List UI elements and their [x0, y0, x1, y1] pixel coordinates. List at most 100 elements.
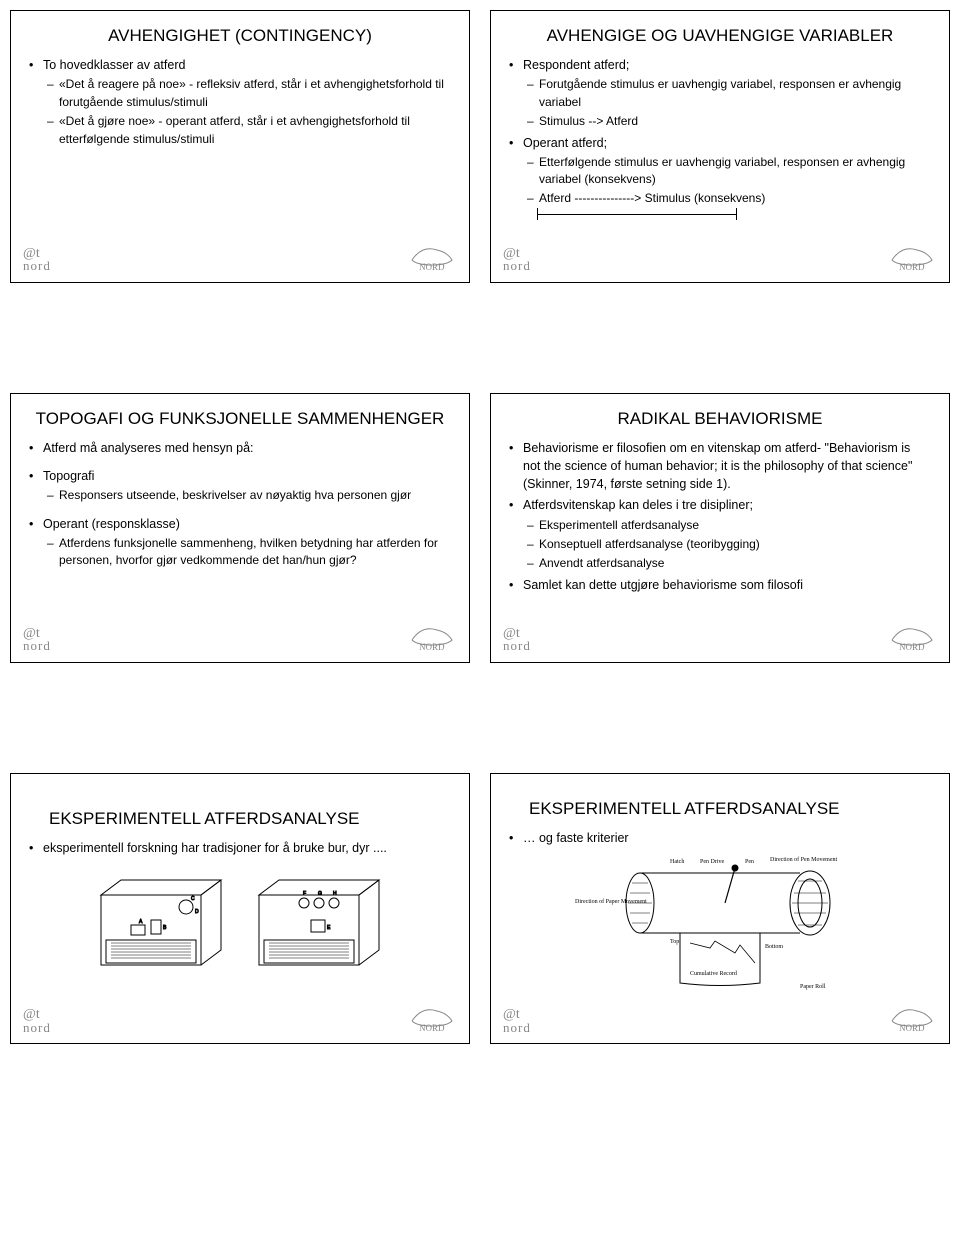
- sub-bullet: Atferdens funksjonelle sammenheng, hvilk…: [43, 535, 451, 570]
- bullet-list: … og faste kriterier: [509, 829, 931, 847]
- bullet: Respondent atferd; Forutgående stimulus …: [509, 56, 931, 130]
- bullet: Topografi Responsers utseende, beskrivel…: [29, 467, 451, 505]
- logo-right-icon: NORD: [887, 1001, 937, 1033]
- bullet-text: Operant atferd;: [523, 136, 607, 150]
- slide-3: TOPOGAFI OG FUNKSJONELLE SAMMENHENGER At…: [10, 393, 470, 663]
- sub-bullet: Forutgående stimulus er uavhengig variab…: [523, 76, 931, 111]
- svg-text:NORD: NORD: [899, 1023, 925, 1033]
- sub-list: «Det å reagere på noe» - refleksiv atfer…: [43, 76, 451, 148]
- sub-list: Responsers utseende, beskrivelser av nøy…: [43, 487, 451, 504]
- arrow-tick: [537, 208, 538, 220]
- svg-text:NORD: NORD: [899, 642, 925, 652]
- slide-title: RADIKAL BEHAVIORISME: [509, 408, 931, 429]
- bullet-text: Operant (responsklasse): [43, 517, 180, 531]
- bullet: Operant (responsklasse) Atferdens funksj…: [29, 515, 451, 570]
- svg-text:C: C: [191, 896, 195, 902]
- svg-text:NORD: NORD: [419, 262, 445, 272]
- bullet-list: Atferd må analyseres med hensyn på:: [29, 439, 451, 457]
- logo-left: @t nord: [503, 628, 531, 652]
- logo-left: @t nord: [23, 248, 51, 272]
- logo-right-icon: NORD: [407, 240, 457, 272]
- label-dir-paper: Direction of Paper Movement: [575, 898, 647, 905]
- slide-6: EKSPERIMENTELL ATFERDSANALYSE … og faste…: [490, 773, 950, 1044]
- bullet-list: To hovedklasser av atferd «Det å reagere…: [29, 56, 451, 148]
- sub-list: Forutgående stimulus er uavhengig variab…: [523, 76, 931, 130]
- svg-text:F: F: [303, 891, 306, 897]
- logo-left: @t nord: [23, 1009, 51, 1033]
- label-pen: Pen: [745, 859, 754, 865]
- label-top: Top: [670, 939, 679, 945]
- sub-bullet: Atferd ---------------> Stimulus (konsek…: [523, 190, 931, 207]
- feedback-arrow: [527, 214, 747, 232]
- sub-bullet: «Det å reagere på noe» - refleksiv atfer…: [43, 76, 451, 111]
- bullet-list: Operant (responsklasse) Atferdens funksj…: [29, 515, 451, 570]
- bullet: … og faste kriterier: [509, 829, 931, 847]
- bullet-list: eksperimentell forskning har tradisjoner…: [29, 839, 451, 857]
- label-hatch: Hatch: [670, 859, 684, 865]
- slide-5: EKSPERIMENTELL ATFERDSANALYSE eksperimen…: [10, 773, 470, 1044]
- svg-text:NORD: NORD: [899, 262, 925, 272]
- sub-list: Etterfølgende stimulus er uavhengig vari…: [523, 154, 931, 208]
- svg-text:G: G: [318, 891, 322, 897]
- label-paper-roll: Paper Roll: [800, 984, 826, 990]
- logo-bottom: nord: [23, 260, 51, 272]
- logo-bottom: nord: [503, 640, 531, 652]
- logo-left: @t nord: [503, 248, 531, 272]
- logo-left: @t nord: [503, 1009, 531, 1033]
- sub-list: Atferdens funksjonelle sammenheng, hvilk…: [43, 535, 451, 570]
- slide-title: AVHENGIGE OG UAVHENGIGE VARIABLER: [509, 25, 931, 46]
- bullet-text: Respondent atferd;: [523, 58, 629, 72]
- bullet-text: Atferdsvitenskap kan deles i tre disipli…: [523, 498, 753, 512]
- slide-title: EKSPERIMENTELL ATFERDSANALYSE: [529, 798, 931, 819]
- slide-title: AVHENGIGHET (CONTINGENCY): [29, 25, 451, 46]
- recorder-diagram: Hatch Pen Drive Pen Direction of Pen Mov…: [509, 853, 931, 993]
- logo-left: @t nord: [23, 628, 51, 652]
- bullet-list: Respondent atferd; Forutgående stimulus …: [509, 56, 931, 208]
- logo-bottom: nord: [503, 260, 531, 272]
- svg-text:H: H: [333, 891, 337, 897]
- bullet-list: Topografi Responsers utseende, beskrivel…: [29, 467, 451, 505]
- sub-bullet: Konseptuell atferdsanalyse (teoribygging…: [523, 536, 931, 553]
- slide-4: RADIKAL BEHAVIORISME Behaviorisme er fil…: [490, 393, 950, 663]
- label-pen-drive: Pen Drive: [700, 859, 724, 865]
- cumulative-recorder-icon: Hatch Pen Drive Pen Direction of Pen Mov…: [570, 853, 870, 993]
- label-bottom: Bottom: [765, 944, 783, 950]
- svg-text:A: A: [139, 919, 143, 925]
- logo-right-icon: NORD: [407, 1001, 457, 1033]
- slide-title: TOPOGAFI OG FUNKSJONELLE SAMMENHENGER: [29, 408, 451, 429]
- bullet-list: Behaviorisme er filosofien om en vitensk…: [509, 439, 931, 594]
- bullet: Atferd må analyseres med hensyn på:: [29, 439, 451, 457]
- cage-drawing-1: C D A B: [91, 865, 231, 975]
- bullet: To hovedklasser av atferd «Det å reagere…: [29, 56, 451, 148]
- slide-1: AVHENGIGHET (CONTINGENCY) To hovedklasse…: [10, 10, 470, 283]
- sub-bullet: Anvendt atferdsanalyse: [523, 555, 931, 572]
- bullet: Behaviorisme er filosofien om en vitensk…: [509, 439, 931, 493]
- logo-bottom: nord: [23, 640, 51, 652]
- bullet-text: To hovedklasser av atferd: [43, 58, 185, 72]
- sub-bullet: Responsers utseende, beskrivelser av nøy…: [43, 487, 451, 504]
- label-dir-pen: Direction of Pen Movement: [770, 856, 837, 863]
- svg-text:E: E: [327, 925, 331, 931]
- bullet: Samlet kan dette utgjøre behaviorisme so…: [509, 576, 931, 594]
- bullet-text: Topografi: [43, 469, 94, 483]
- logo-right-icon: NORD: [887, 240, 937, 272]
- sub-bullet: Etterfølgende stimulus er uavhengig vari…: [523, 154, 931, 189]
- sub-bullet: Stimulus --> Atferd: [523, 113, 931, 130]
- cage-row: C D A B F: [29, 865, 451, 975]
- logo-bottom: nord: [23, 1022, 51, 1034]
- label-cum-rec: Cumulative Record: [690, 971, 737, 977]
- sub-list: Eksperimentell atferdsanalyse Konseptuel…: [523, 517, 931, 573]
- arrow-tick: [736, 208, 737, 220]
- sub-bullet: «Det å gjøre noe» - operant atferd, står…: [43, 113, 451, 148]
- svg-text:D: D: [195, 909, 199, 915]
- bullet: eksperimentell forskning har tradisjoner…: [29, 839, 451, 857]
- bullet: Atferdsvitenskap kan deles i tre disipli…: [509, 496, 931, 572]
- logo-bottom: nord: [503, 1022, 531, 1034]
- bullet: Operant atferd; Etterfølgende stimulus e…: [509, 134, 931, 208]
- logo-right-icon: NORD: [407, 620, 457, 652]
- slide-2: AVHENGIGE OG UAVHENGIGE VARIABLER Respon…: [490, 10, 950, 283]
- sub-bullet: Eksperimentell atferdsanalyse: [523, 517, 931, 534]
- svg-text:B: B: [163, 925, 167, 931]
- slide-grid: AVHENGIGHET (CONTINGENCY) To hovedklasse…: [10, 10, 950, 1044]
- svg-text:NORD: NORD: [419, 1023, 445, 1033]
